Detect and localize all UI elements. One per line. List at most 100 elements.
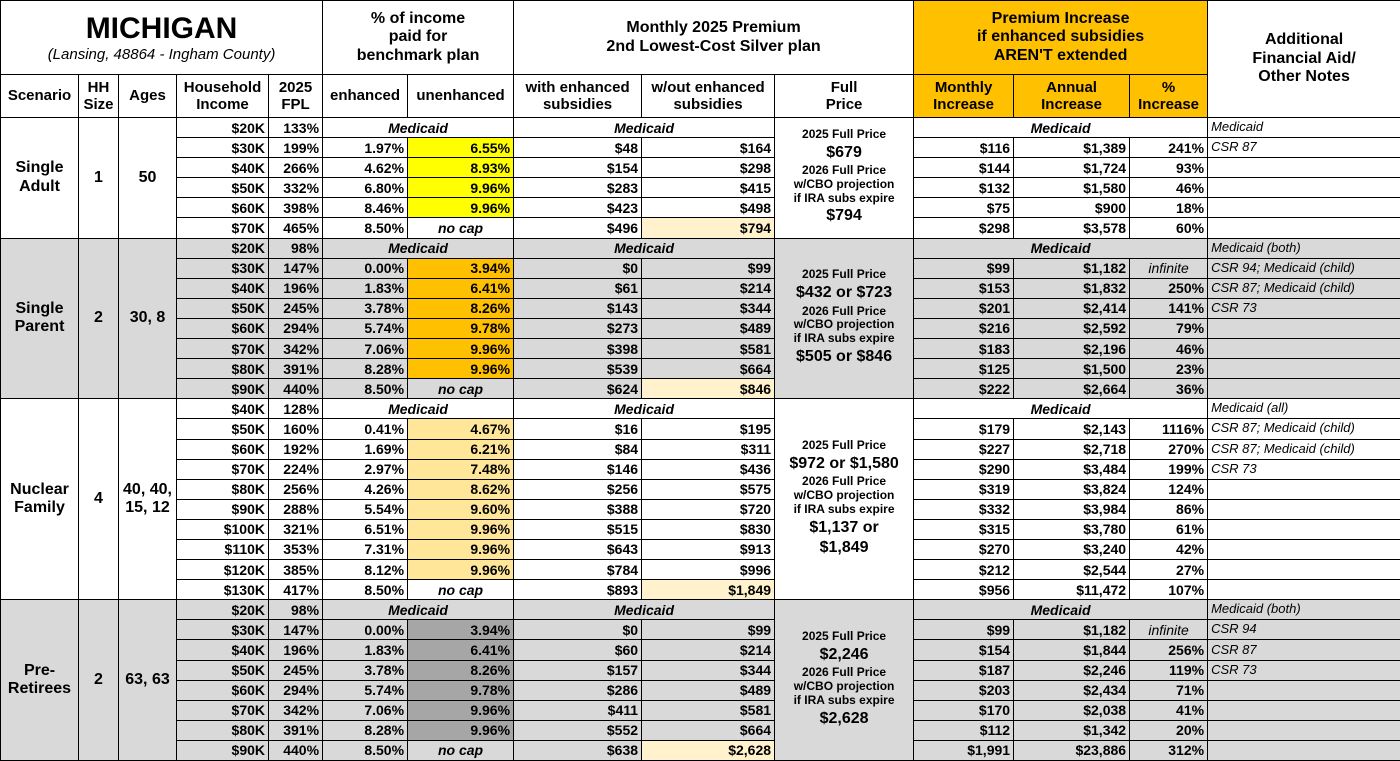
income: $80K: [176, 358, 269, 380]
unenhanced-pct: 9.78%: [407, 317, 515, 340]
note: [1207, 559, 1400, 581]
fpl: 417%: [267, 579, 324, 601]
column-header: Monthly Increase: [913, 74, 1015, 118]
header-line: Monthly 2025 Premium: [626, 19, 801, 37]
annual-increase: $2,434: [1013, 679, 1131, 701]
annual-increase: $3,824: [1013, 478, 1131, 500]
note: CSR 87: [1207, 137, 1400, 159]
enhanced-pct: 7.06%: [322, 699, 409, 721]
pct-increase: 250%: [1129, 277, 1209, 299]
premium-without: $311: [641, 438, 776, 460]
monthly-increase: $144: [913, 157, 1015, 179]
note: [1207, 679, 1400, 701]
premium-with: $638: [513, 739, 643, 761]
header-line: subsidies: [542, 96, 613, 113]
pct-increase: 42%: [1129, 538, 1209, 561]
notes-header: Additional Financial Aid/Other Notes: [1207, 0, 1400, 118]
unenhanced-pct: 4.67%: [407, 418, 515, 440]
pct-increase: 199%: [1129, 458, 1209, 480]
header-line: Scenario: [7, 87, 72, 105]
column-header: Household Income: [176, 74, 269, 118]
full-price-line: 2025 Full Price: [802, 438, 887, 453]
header-line: subsidies: [673, 96, 743, 113]
hh-size: 2: [78, 237, 119, 400]
income: $70K: [176, 458, 269, 480]
full-price-line: $432 or $723: [796, 284, 893, 302]
data-row: $40K 266% 4.62% 8.93% $154 $298 $144 $1,724 93%: [1, 157, 1400, 179]
scenario-name: Pre-Retirees: [0, 599, 79, 761]
full-price: 2025 Full Price $972 or $1,580 2026 Full P…: [774, 398, 915, 601]
annual-increase: $2,038: [1013, 699, 1131, 721]
increase-group-header: Premium Increase if enhanced subsidies ARE…: [913, 0, 1209, 75]
fpl: 440%: [267, 378, 324, 400]
unenhanced-pct: 3.94%: [407, 257, 515, 279]
premium-without: $164: [641, 137, 776, 159]
medicaid: Medicaid: [913, 116, 1209, 139]
premium-without: $436: [641, 458, 776, 480]
data-row: Single Adult 1 50 $20K 133% Medicaid Medicaid 2…: [0, 116, 1400, 239]
monthly-increase: $270: [913, 538, 1015, 561]
note: [1207, 358, 1400, 380]
premium-with: $48: [513, 137, 643, 159]
full-price-line: $972 or $1,580: [789, 454, 899, 472]
pct-increase: 79%: [1129, 317, 1209, 340]
premium-with: $60: [513, 639, 643, 661]
fpl: 353%: [267, 538, 324, 561]
full-price: 2025 Full Price $679 2026 Full Price w/CBO …: [774, 117, 915, 239]
unenhanced-pct: 9.96%: [407, 177, 515, 199]
enhanced-pct: 6.51%: [322, 518, 409, 540]
income: $20K: [176, 237, 269, 259]
note: CSR 87; Medicaid (child): [1207, 438, 1400, 460]
header-line: Full: [830, 78, 858, 96]
income: $30K: [176, 619, 269, 641]
header-line: Increase: [933, 96, 994, 113]
annual-increase: $2,196: [1013, 338, 1131, 360]
premium-without: $214: [641, 639, 776, 661]
enhanced-pct: 1.69%: [322, 438, 409, 460]
premium-with: $398: [513, 338, 643, 360]
note: CSR 87; Medicaid (child): [1207, 418, 1400, 440]
unenhanced-pct: 6.41%: [407, 639, 515, 661]
annual-increase: $2,544: [1013, 559, 1131, 581]
hh-size: 4: [78, 398, 119, 601]
premium-with: $157: [513, 659, 643, 681]
monthly-increase: $183: [913, 338, 1015, 360]
unenhanced-pct: 7.48%: [407, 458, 515, 480]
pct-increase: 107%: [1129, 579, 1209, 601]
unenhanced-pct: 9.96%: [407, 197, 515, 219]
pct-increase: 18%: [1129, 197, 1209, 219]
fpl: 245%: [267, 659, 324, 681]
header-line: 2025: [278, 78, 313, 96]
header-line: HH: [87, 78, 110, 96]
pct-increase: 93%: [1129, 157, 1209, 179]
premium-without: $720: [641, 498, 776, 520]
column-header: % Increase: [1129, 74, 1209, 118]
annual-increase: $3,780: [1013, 518, 1131, 540]
fpl: 196%: [267, 639, 324, 661]
income: $70K: [176, 699, 269, 721]
ages: 40, 40, 15, 12: [118, 398, 177, 601]
note: CSR 94: [1207, 619, 1400, 641]
income: $100K: [176, 518, 269, 540]
annual-increase: $2,414: [1013, 297, 1131, 319]
monthly-increase: $216: [913, 317, 1015, 340]
note: [1207, 338, 1400, 360]
annual-increase: $1,342: [1013, 719, 1131, 741]
full-price-line: 2026 Full Price: [802, 474, 887, 489]
income-group-header: % of income paid for benchmark plan: [322, 0, 515, 75]
header-line: Income: [196, 96, 249, 113]
pct-increase: infinite: [1129, 257, 1209, 279]
annual-increase: $1,832: [1013, 277, 1131, 299]
full-price-line: 2025 Full Price: [802, 126, 887, 141]
premium-with: $552: [513, 719, 643, 741]
fpl: 440%: [267, 739, 324, 761]
income: $60K: [176, 317, 269, 340]
unenhanced-pct: 3.94%: [407, 619, 515, 641]
premium-with: $143: [513, 297, 643, 319]
premium-without: $846: [641, 378, 776, 400]
header-line: Other Notes: [1258, 68, 1350, 86]
data-row: $80K 391% 8.28% 9.96% $539 $664 $125 $1,500 23%: [1, 358, 1400, 380]
premium-without: $415: [641, 177, 776, 199]
premium-with: $154: [513, 157, 643, 179]
note: [1207, 719, 1400, 741]
